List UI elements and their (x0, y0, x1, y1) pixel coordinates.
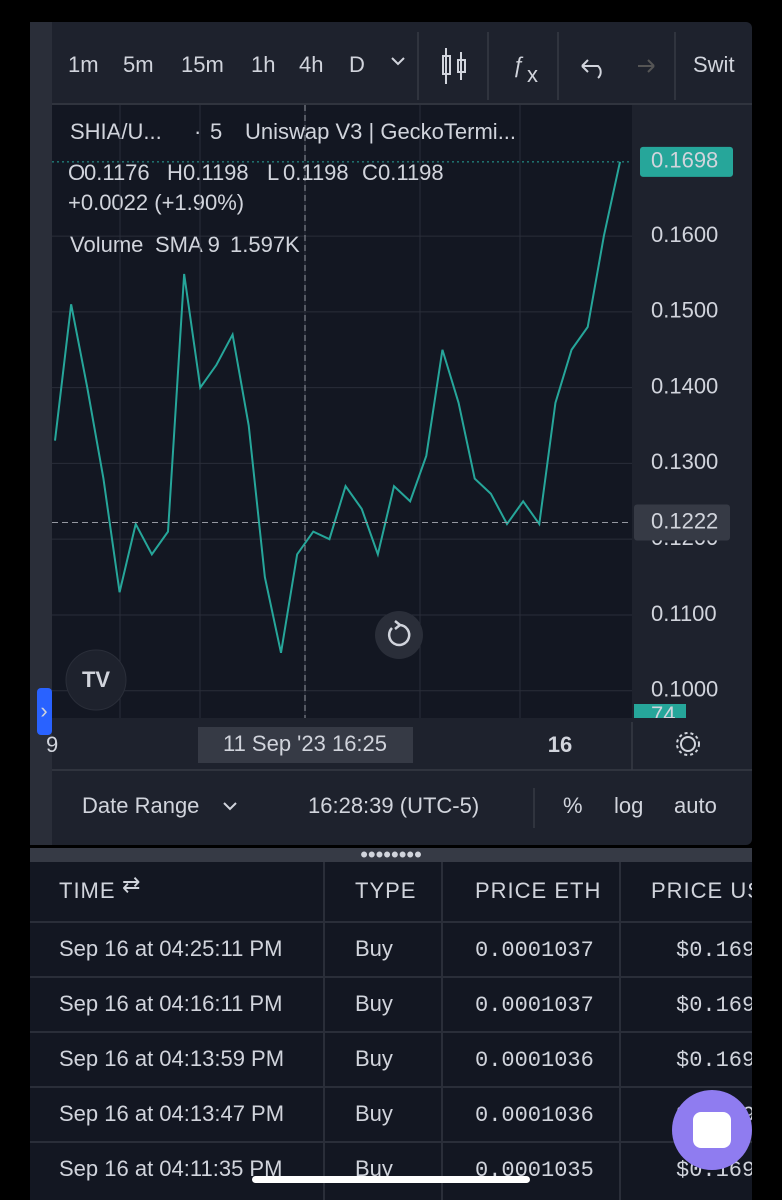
y-tick-label: 0.1500 (651, 298, 718, 323)
interval-button[interactable]: 5m (123, 52, 154, 77)
interval-button[interactable]: 1m (68, 52, 99, 77)
y-tick-label: 0.1300 (651, 449, 718, 474)
y-tick-label: 0.1100 (651, 601, 717, 626)
cell: Buy (355, 1101, 393, 1126)
source: Uniswap V3 | GeckoTermi... (245, 119, 516, 144)
interval: 5 (210, 119, 222, 144)
volume-value: 1.597K (230, 232, 300, 257)
cell: $0.169 (676, 938, 755, 963)
date-range[interactable]: Date Range (82, 793, 199, 818)
cell: Sep 16 at 04:13:47 PM (59, 1101, 284, 1126)
cell: $0.169 (676, 1048, 755, 1073)
ohlc-value: 0.1198 (183, 160, 249, 185)
percent-toggle[interactable]: % (563, 793, 583, 818)
column-header: PRICE US (651, 878, 763, 903)
ohlc-value: 0.1198 (283, 160, 349, 185)
x-label: 9 (46, 732, 58, 757)
cell: Sep 16 at 04:13:59 PM (59, 1046, 284, 1071)
volume-label: Volume (70, 232, 143, 257)
sort-icon: ⇄ (122, 872, 140, 897)
settings-icon[interactable] (676, 732, 700, 756)
last-price: 0.1698 (651, 148, 718, 173)
cell: 0.0001036 (475, 1048, 594, 1073)
side-bar (30, 22, 52, 845)
clock: 16:28:39 (UTC-5) (308, 793, 479, 818)
cell: Sep 16 at 04:16:11 PM (59, 991, 282, 1016)
interval-button[interactable]: 1h (251, 52, 275, 77)
undo-icon[interactable] (581, 59, 602, 79)
interval-button[interactable]: D (349, 52, 365, 77)
ohlc-key: C (362, 160, 378, 185)
reset-icon (387, 620, 411, 647)
crosshair-price-box (634, 504, 730, 541)
cell: Sep 16 at 04:11:35 PM (59, 1156, 282, 1181)
cell: 0.0001037 (475, 993, 594, 1018)
switch-button[interactable]: Swit (693, 52, 735, 77)
ohlc-value: 0.1176 (84, 160, 150, 185)
column-header: PRICE ETH (475, 878, 601, 903)
divider[interactable] (30, 848, 752, 862)
column-header: TIME (59, 878, 116, 903)
date-range-chevron (223, 802, 237, 811)
cell: 0.0001037 (475, 938, 594, 963)
log-toggle[interactable]: log (614, 793, 643, 818)
symbol[interactable]: SHIA/U... (70, 119, 162, 144)
side-toggle-icon: › (40, 698, 47, 723)
column-header: TYPE (355, 878, 416, 903)
ohlc-key: O (68, 160, 85, 185)
tradingview-logo[interactable] (65, 649, 127, 711)
y-tick-label: 0.1400 (651, 373, 718, 398)
price-line (54, 161, 621, 654)
reset-button[interactable] (375, 611, 423, 659)
interval-button[interactable]: 4h (299, 52, 323, 77)
ohlc-key: H (167, 160, 183, 185)
y-tick-label: 0.1000 (651, 677, 718, 702)
redo-icon[interactable] (638, 59, 655, 73)
indicator-icon-x: x (527, 62, 538, 87)
floating-icon (693, 1112, 731, 1148)
y-tick-label: 0.1600 (651, 222, 718, 247)
x-label: 16 (548, 732, 572, 757)
cell: Buy (355, 991, 393, 1016)
change: +0.0022 (+1.90%) (68, 190, 244, 215)
cell: Sep 16 at 04:25:11 PM (59, 936, 282, 961)
last-price-box (640, 146, 733, 177)
plot-area (52, 105, 632, 718)
side-toggle[interactable] (37, 688, 52, 735)
crosshair-time-box (198, 727, 413, 763)
ohlc-key: L (267, 160, 279, 185)
cell: Buy (355, 1046, 393, 1071)
toolbar-separators (52, 32, 752, 828)
home-indicator (252, 1176, 530, 1183)
cell: $0.169 (676, 993, 755, 1018)
indicator-icon[interactable]: ƒ (512, 52, 524, 77)
logo-text: TV (82, 667, 110, 692)
interval-chevron[interactable] (391, 57, 405, 66)
candle-icon[interactable] (442, 48, 466, 84)
interval-button[interactable]: 15m (181, 52, 224, 77)
sma-label: SMA 9 (155, 232, 220, 257)
cell: Buy (355, 936, 393, 961)
volume-box (634, 704, 686, 718)
auto-toggle[interactable]: auto (674, 793, 717, 818)
ohlc-value: 0.1198 (378, 160, 444, 185)
crosshair-time: 11 Sep '23 16:25 (223, 731, 387, 756)
cell: 0.0001036 (475, 1103, 594, 1128)
crosshair-price: 0.1222 (651, 508, 718, 533)
separator-dot: · (194, 119, 201, 144)
last-volume: 74 (651, 702, 675, 727)
axis-cover (630, 718, 752, 722)
